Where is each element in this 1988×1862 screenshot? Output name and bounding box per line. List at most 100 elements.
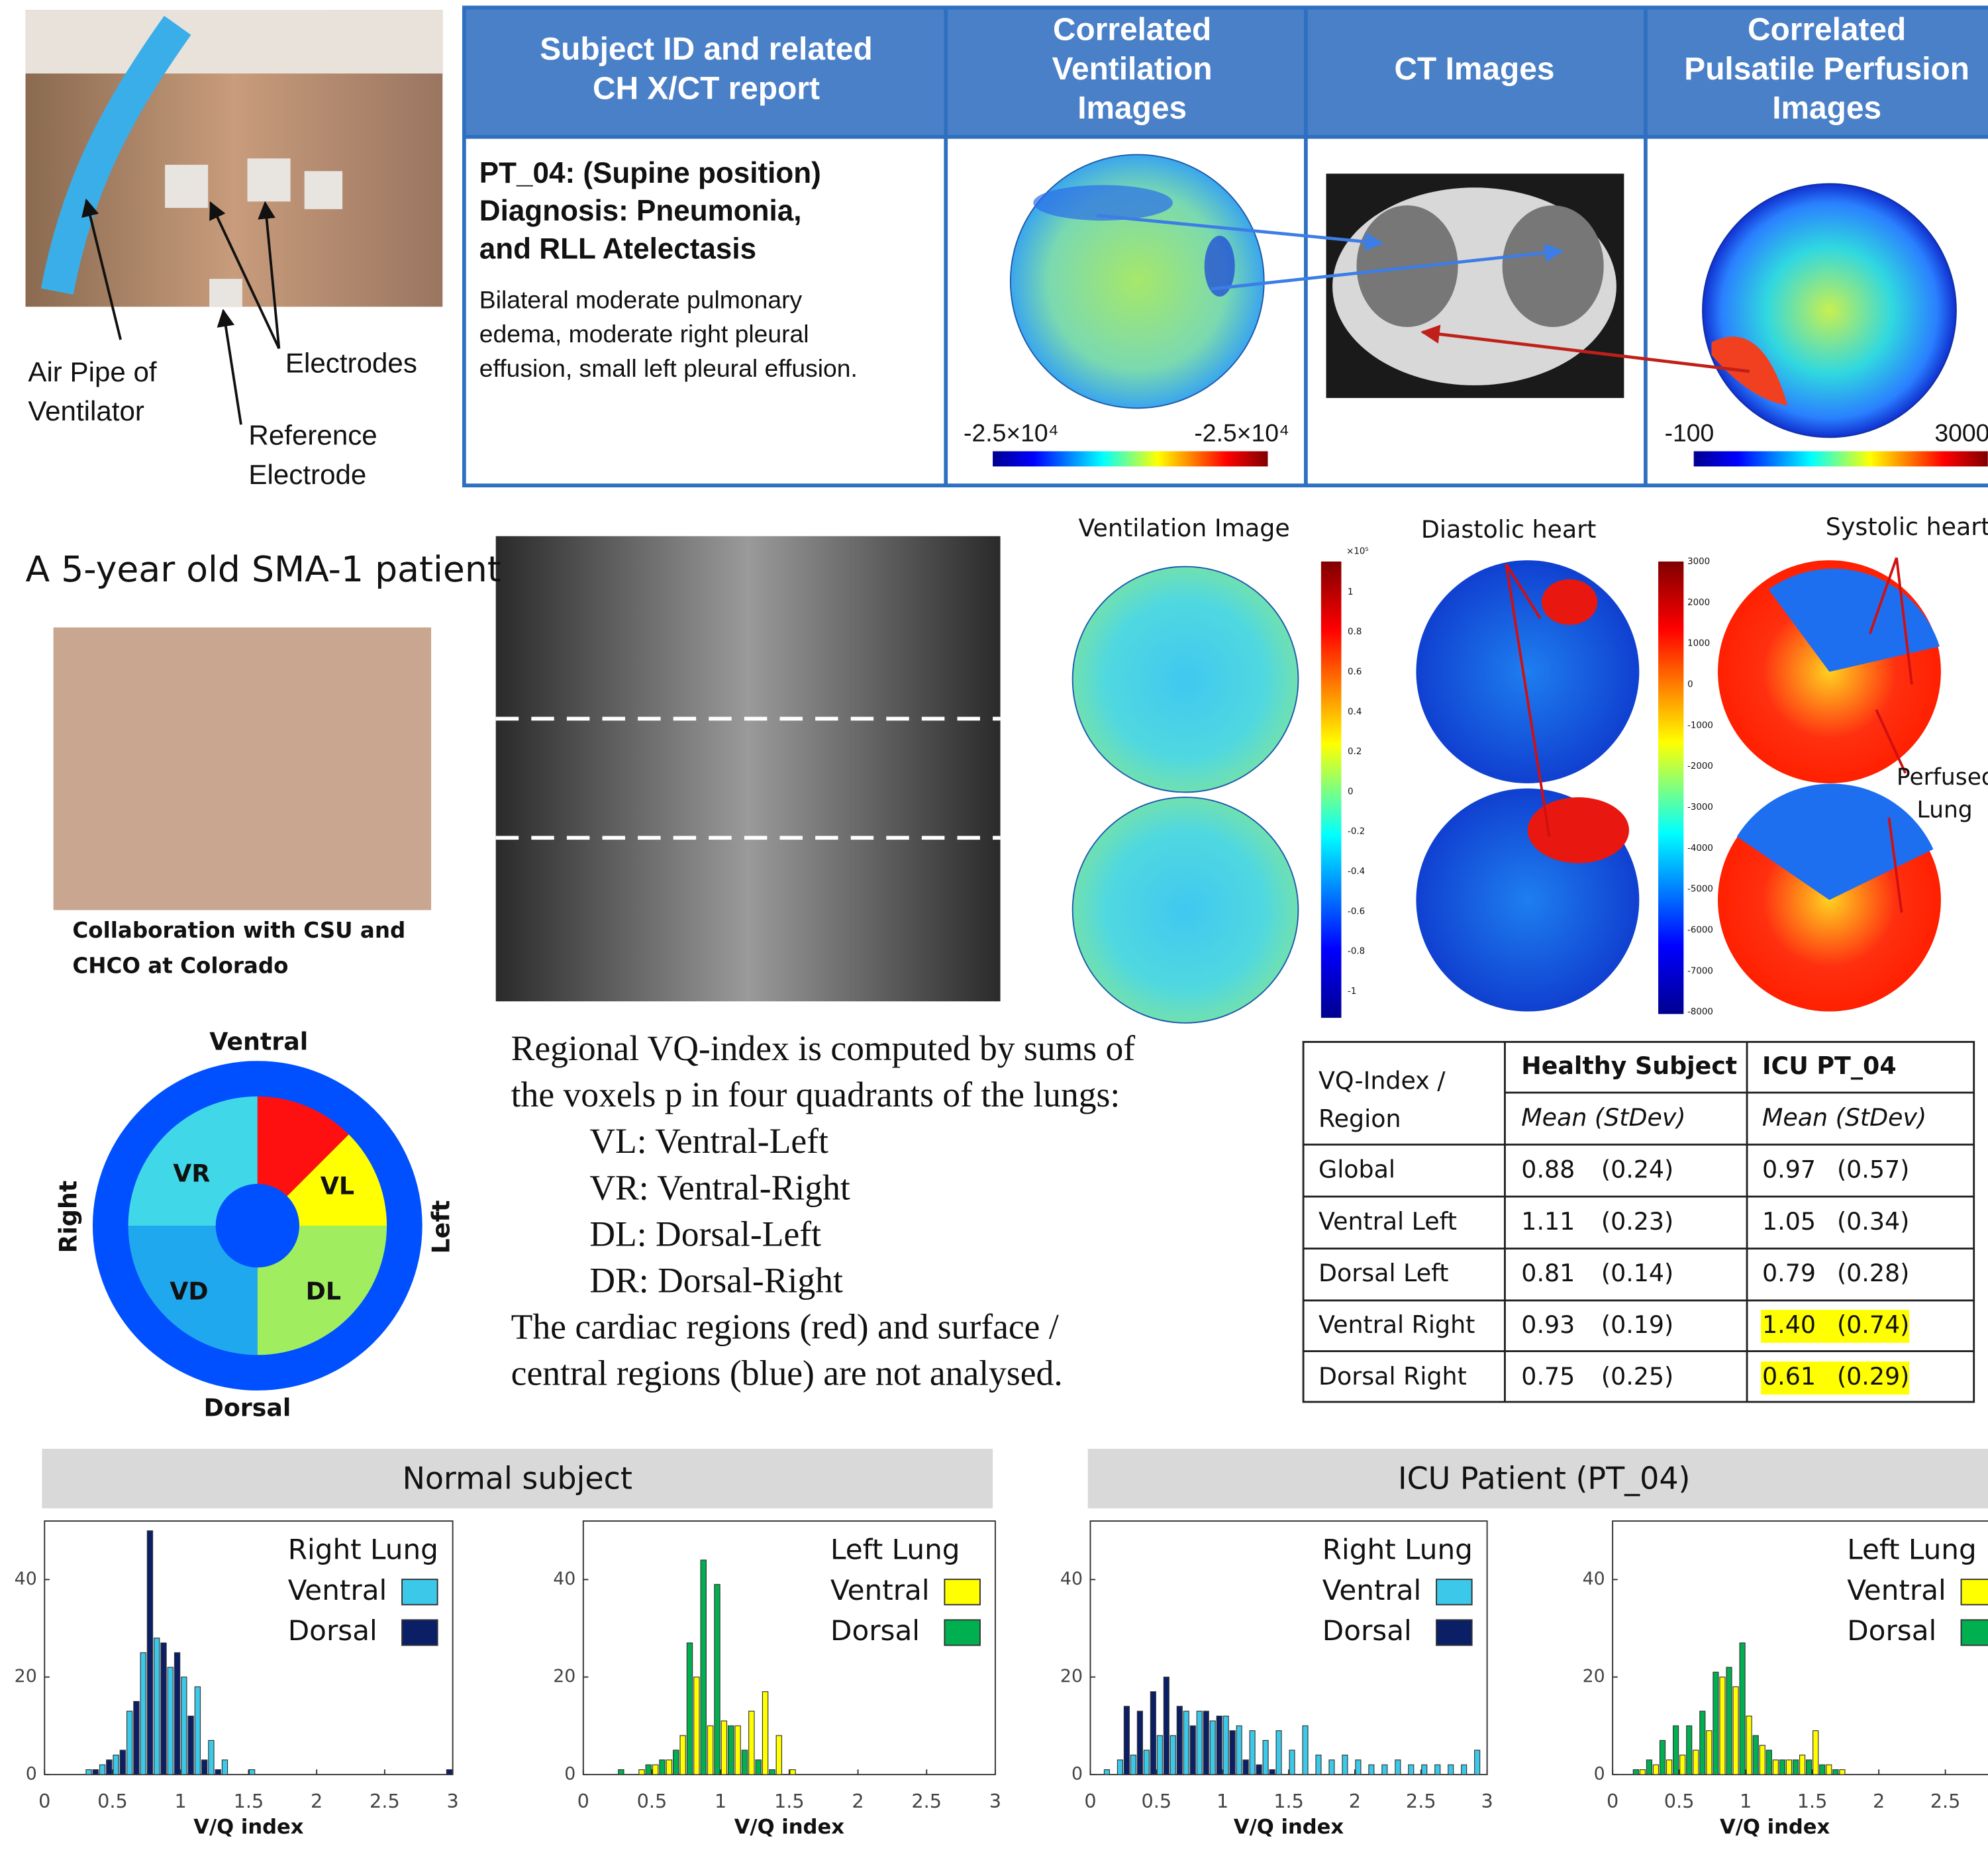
bar (1665, 1759, 1673, 1775)
text: Lung (1917, 797, 1973, 824)
x-tick-label: 1.5 (1797, 1790, 1828, 1812)
bar (1699, 1710, 1706, 1775)
bar (187, 1715, 194, 1775)
text: 0.81 (1521, 1259, 1575, 1287)
text: -5000 (1687, 885, 1713, 895)
text: 0.93 (1521, 1310, 1575, 1339)
text: Regional VQ-index is computed by sums of (511, 1028, 1136, 1068)
text: Perfused (1897, 764, 1988, 791)
text: Region (1318, 1104, 1401, 1133)
bar (789, 1769, 796, 1775)
bar (686, 1642, 693, 1775)
text: (0.23) (1601, 1207, 1673, 1236)
text: Systolic heart (1826, 513, 1988, 541)
text: Diagnosis: Pneumonia, (479, 195, 802, 227)
text: 3000 (1934, 418, 1988, 446)
text: (0.19) (1601, 1310, 1673, 1339)
bar (1163, 1677, 1169, 1775)
x-tick-label: 3 (1481, 1790, 1493, 1812)
x-tick-label: 0 (38, 1790, 50, 1812)
x-tick-label: 1.5 (774, 1790, 805, 1812)
bar (1381, 1764, 1388, 1775)
legend-title: Right Lung (1322, 1534, 1473, 1566)
x-tick-label: 0.5 (1142, 1790, 1172, 1812)
bar (85, 1769, 92, 1775)
text: Ventilation Image (1078, 514, 1289, 542)
bar (140, 1652, 146, 1775)
text: Electrodes (285, 347, 417, 378)
text: (0.14) (1601, 1259, 1673, 1287)
text: PT_04: (Supine position) (479, 157, 821, 189)
bar (1209, 1720, 1216, 1775)
text: (0.28) (1837, 1259, 1909, 1287)
text: VL (321, 1172, 354, 1200)
bar (618, 1769, 624, 1775)
text: 0.61 (1762, 1362, 1816, 1391)
text: 1.11 (1521, 1207, 1575, 1236)
text: 0.79 (1762, 1259, 1816, 1287)
y-tick-label: 40 (15, 1569, 37, 1589)
text: 0.8 (1348, 627, 1362, 637)
text: 0.75 (1521, 1362, 1575, 1391)
bar (1785, 1759, 1793, 1775)
text: ×10⁵ (1346, 547, 1369, 557)
bar (1269, 1769, 1275, 1775)
legend-label: Dorsal (1847, 1614, 1936, 1647)
bar (1448, 1764, 1454, 1775)
bar (1302, 1725, 1309, 1775)
bar (194, 1686, 201, 1775)
legend-swatch (944, 1619, 981, 1646)
bar (1772, 1759, 1779, 1775)
text: 1000 (1687, 639, 1710, 649)
text: effusion, small left pleural effusion. (479, 354, 858, 382)
quadrant-diagram (92, 1061, 422, 1391)
bar (1328, 1759, 1335, 1775)
bar (1395, 1759, 1401, 1775)
text: -2.5×10⁴ (964, 418, 1059, 446)
group-header (1087, 1448, 1988, 1508)
text: CT Images (1395, 52, 1555, 87)
bar (1315, 1754, 1322, 1775)
bar (1826, 1764, 1832, 1775)
bar (1355, 1759, 1362, 1775)
bar (181, 1677, 187, 1775)
bar (201, 1759, 208, 1775)
text: Dorsal Left (1318, 1259, 1448, 1287)
bar (762, 1691, 769, 1775)
bar (1203, 1710, 1209, 1775)
y-tick-label: 20 (1583, 1666, 1605, 1687)
bar (1799, 1754, 1806, 1775)
text: and RLL Atelectasis (479, 233, 756, 266)
patient-photos (53, 536, 1001, 1002)
text: Collaboration with CSU and (72, 918, 405, 943)
text: Images (1077, 91, 1187, 126)
y-tick-label: 0 (1594, 1763, 1605, 1784)
text: Ventral Left (1318, 1207, 1457, 1236)
bar (1368, 1764, 1375, 1775)
bar (1289, 1749, 1295, 1775)
x-tick-label: 3 (989, 1790, 1001, 1812)
text: Right (54, 1181, 83, 1253)
highlight (1761, 1361, 1910, 1395)
text: Diastolic heart (1421, 515, 1596, 544)
text: 0.4 (1348, 707, 1362, 717)
legend-label: Dorsal (1322, 1614, 1412, 1647)
ct-table-frame (462, 5, 1988, 488)
legend-label: Ventral (288, 1574, 387, 1606)
x-tick-label: 2 (852, 1790, 864, 1812)
bar (1117, 1759, 1123, 1775)
legend-swatch (1436, 1619, 1473, 1646)
text: 0.97 (1762, 1155, 1816, 1184)
x-tick-label: 1 (175, 1790, 187, 1812)
legend-title: Left Lung (1847, 1534, 1976, 1566)
bar (1421, 1764, 1428, 1775)
bar (1686, 1725, 1693, 1775)
text: Normal subject (403, 1460, 632, 1496)
bar (721, 1720, 728, 1775)
legend-label: Ventral (1322, 1574, 1421, 1606)
bar (748, 1710, 755, 1775)
legend-label: Ventral (1847, 1574, 1946, 1606)
y-tick-label: 20 (1060, 1666, 1083, 1687)
text: (0.57) (1837, 1155, 1909, 1184)
text: VR (173, 1159, 210, 1187)
